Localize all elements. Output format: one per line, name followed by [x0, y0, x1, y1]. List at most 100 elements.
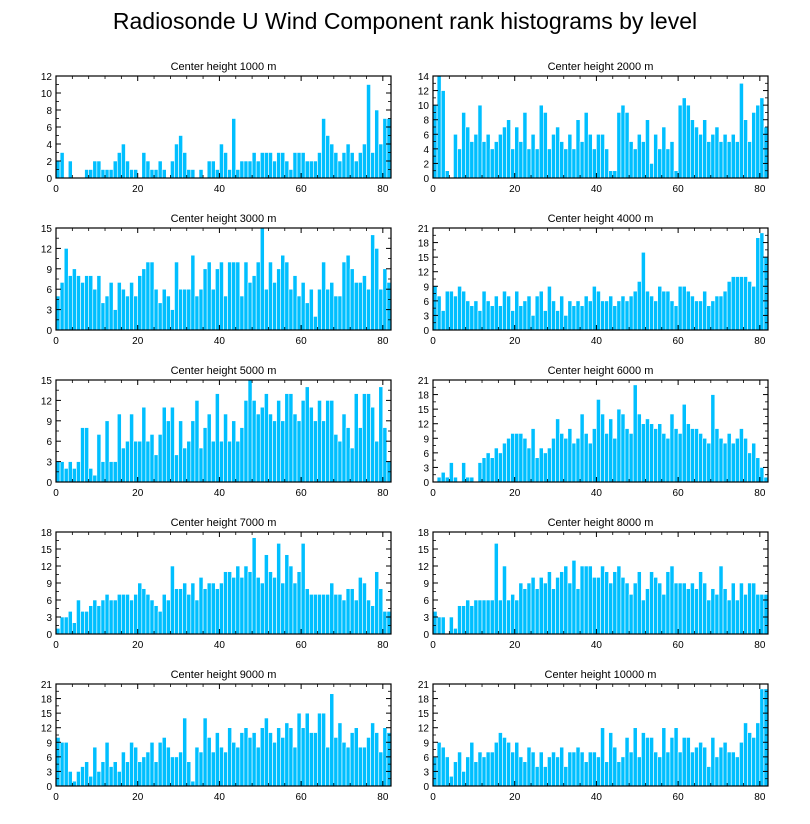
bar	[632, 727, 638, 787]
x-tick-label: 0	[430, 184, 436, 195]
bar	[284, 722, 290, 787]
bar	[673, 170, 679, 179]
bar	[600, 133, 605, 179]
bar	[485, 300, 491, 331]
bar	[690, 428, 695, 483]
panel-title: Center height 6000 m	[548, 365, 654, 377]
bar	[247, 282, 253, 331]
bar	[604, 761, 609, 787]
x-tick-label: 40	[591, 336, 603, 347]
bar	[108, 599, 114, 635]
bar	[219, 746, 224, 787]
bar	[489, 148, 495, 179]
bar	[166, 599, 171, 635]
y-tick-label: 0	[46, 630, 52, 641]
bar	[349, 732, 355, 787]
bar	[587, 300, 593, 331]
bar	[538, 577, 544, 635]
bar	[514, 126, 520, 179]
bar	[251, 732, 257, 787]
bar	[473, 599, 479, 635]
bar	[88, 775, 94, 787]
y-tick-label: 0	[423, 478, 429, 489]
y-tick-label: 15	[41, 545, 53, 556]
bar	[620, 413, 626, 483]
bar	[223, 152, 228, 179]
bar	[575, 588, 581, 635]
bar	[730, 133, 736, 179]
y-tick-label: 15	[418, 709, 430, 720]
bar	[378, 588, 384, 635]
bar	[522, 761, 528, 787]
bar	[534, 457, 540, 483]
bar	[80, 427, 85, 483]
bar	[530, 315, 536, 331]
x-tick-label: 40	[214, 336, 226, 347]
bar	[649, 737, 654, 787]
bar	[108, 766, 114, 787]
bar	[268, 152, 273, 179]
bar	[174, 454, 179, 483]
bar	[583, 761, 589, 787]
bar	[55, 295, 61, 331]
bar	[345, 254, 351, 331]
bar	[161, 406, 167, 483]
bar	[502, 565, 507, 635]
bar	[751, 737, 757, 787]
bar	[259, 406, 265, 483]
bar	[170, 565, 175, 635]
bar	[366, 288, 371, 331]
bar	[227, 440, 232, 483]
bar	[440, 616, 446, 635]
bar	[694, 300, 699, 331]
bar	[255, 746, 261, 787]
bar	[116, 594, 122, 635]
bar	[747, 732, 752, 787]
bar	[538, 104, 544, 179]
bar	[129, 282, 134, 331]
bar	[461, 605, 466, 635]
bar	[739, 741, 744, 787]
x-tick-label: 80	[754, 336, 766, 347]
bar	[178, 751, 183, 787]
bar	[255, 413, 261, 483]
bar	[612, 170, 618, 179]
bar	[518, 433, 524, 483]
bar	[710, 133, 716, 179]
bar	[718, 565, 724, 635]
x-tick-label: 0	[53, 184, 59, 195]
bar	[694, 746, 699, 787]
bar	[690, 119, 695, 179]
bar	[506, 119, 511, 179]
bar	[579, 141, 585, 179]
bar	[743, 594, 748, 635]
bar	[514, 599, 520, 635]
bar	[304, 712, 310, 787]
y-tick-label: 8	[423, 116, 429, 127]
panel-title: Center height 3000 m	[171, 213, 277, 225]
histogram-panel: Center height 1000 m 0 2 4 6 8 10 12 0 20 40 60 80	[41, 61, 392, 195]
bar	[112, 309, 118, 331]
bar	[502, 126, 507, 179]
bar	[510, 148, 516, 179]
bar	[145, 261, 151, 331]
bar	[514, 741, 520, 787]
bar	[182, 717, 188, 787]
bar	[59, 461, 65, 483]
bar	[194, 746, 200, 787]
bar	[337, 440, 343, 483]
bar	[67, 771, 73, 787]
bar	[96, 434, 102, 483]
bar	[288, 393, 294, 483]
bar	[227, 169, 232, 179]
x-tick-label: 40	[214, 640, 226, 651]
bar	[502, 737, 507, 787]
bar	[296, 712, 302, 787]
bar	[653, 577, 658, 635]
bar	[206, 160, 212, 179]
bar	[202, 427, 208, 483]
bar	[449, 462, 454, 483]
bar	[329, 282, 335, 331]
bar	[272, 420, 277, 483]
bar	[378, 288, 384, 331]
